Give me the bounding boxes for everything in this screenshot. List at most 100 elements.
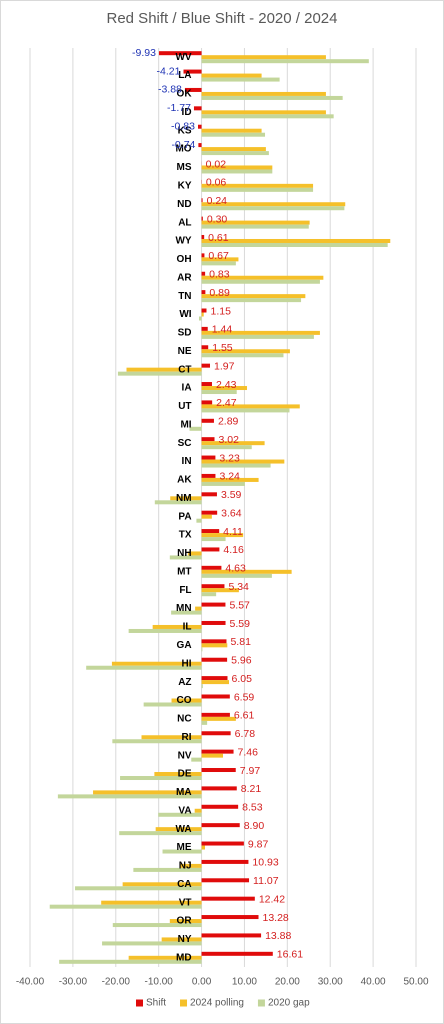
category-label: WA xyxy=(175,824,191,835)
bar xyxy=(201,165,273,170)
value-label: 2.89 xyxy=(218,416,239,428)
value-label: 5.96 xyxy=(231,655,252,667)
legend-label: 2024 polling xyxy=(190,998,244,1009)
bar xyxy=(201,132,266,137)
bar xyxy=(201,128,262,133)
value-label: 6.59 xyxy=(234,691,255,703)
bar xyxy=(201,363,211,368)
category-label: AK xyxy=(177,475,192,486)
category-label: ME xyxy=(177,842,192,853)
bar xyxy=(201,224,309,229)
bar xyxy=(122,882,202,887)
value-label: 7.46 xyxy=(238,746,259,758)
bar xyxy=(201,294,306,299)
bar xyxy=(201,261,236,266)
bar xyxy=(180,863,202,868)
legend-swatch xyxy=(136,999,143,1007)
bar xyxy=(117,371,202,376)
value-label: 7.97 xyxy=(240,765,261,777)
bar xyxy=(112,739,202,744)
bar xyxy=(201,455,216,460)
bar xyxy=(112,923,202,928)
category-label: ID xyxy=(182,107,192,118)
value-label: 0.24 xyxy=(207,195,228,207)
bar xyxy=(169,555,202,560)
legend-label: Shift xyxy=(146,998,166,1009)
bar xyxy=(201,588,239,593)
category-label: CA xyxy=(177,879,191,890)
value-label: 1.55 xyxy=(212,342,233,354)
bar xyxy=(201,933,262,938)
value-label: 2.47 xyxy=(216,397,237,409)
category-label: NM xyxy=(176,493,192,504)
value-label: 4.16 xyxy=(223,544,244,556)
bar xyxy=(201,492,217,497)
bar xyxy=(201,330,320,335)
bar xyxy=(154,772,202,777)
bar xyxy=(162,849,202,854)
bar xyxy=(201,459,285,464)
bar xyxy=(201,390,237,395)
value-label: 5.34 xyxy=(228,581,249,593)
bar xyxy=(155,827,202,832)
bar xyxy=(201,110,326,115)
bar xyxy=(201,55,326,60)
category-label: SC xyxy=(178,438,192,449)
bar xyxy=(128,628,202,633)
bar xyxy=(201,187,314,192)
value-label: 4.63 xyxy=(225,563,246,575)
bar xyxy=(189,426,202,431)
value-label: -3.88 xyxy=(158,84,182,96)
bar xyxy=(201,463,271,468)
value-label: 4.11 xyxy=(223,526,243,538)
bar xyxy=(201,473,216,478)
bar xyxy=(57,794,202,799)
category-label: MO xyxy=(175,144,191,155)
value-label: 1.97 xyxy=(214,360,235,372)
bar xyxy=(195,606,202,611)
category-label: PA xyxy=(178,511,191,522)
bar xyxy=(201,198,203,203)
bar xyxy=(198,316,202,321)
value-label: 3.23 xyxy=(219,452,240,464)
bar xyxy=(201,275,324,280)
category-label: AZ xyxy=(178,677,191,688)
bar xyxy=(111,661,202,666)
value-label: 11.07 xyxy=(253,875,279,887)
bar xyxy=(201,234,205,239)
bar xyxy=(128,955,202,960)
category-label: NE xyxy=(178,346,192,357)
bar xyxy=(158,812,202,817)
bar xyxy=(201,602,226,607)
chart-title: Red Shift / Blue Shift - 2020 / 2024 xyxy=(107,10,338,27)
value-label: 3.02 xyxy=(219,434,240,446)
bar xyxy=(152,624,202,629)
bar xyxy=(201,533,244,538)
value-label: 12.42 xyxy=(259,893,285,905)
value-label: -1.77 xyxy=(167,102,191,114)
value-label: 6.61 xyxy=(234,710,255,722)
category-label: AL xyxy=(178,217,191,228)
bar xyxy=(201,694,230,699)
bar xyxy=(201,753,223,758)
category-label: KY xyxy=(178,180,192,191)
bar xyxy=(201,183,314,188)
bar xyxy=(201,169,273,174)
category-label: TN xyxy=(178,291,191,302)
bar xyxy=(49,904,202,909)
category-label: IN xyxy=(182,456,192,467)
x-tick-label: -30.00 xyxy=(59,977,88,988)
value-label: 0.30 xyxy=(207,213,228,225)
value-label: 13.88 xyxy=(265,930,291,942)
bar xyxy=(201,786,237,791)
bar xyxy=(201,271,206,276)
bar xyxy=(171,610,202,615)
bar xyxy=(201,768,236,773)
bar xyxy=(201,386,248,391)
x-tick-label: 10.00 xyxy=(232,977,257,988)
value-label: 2.43 xyxy=(216,379,237,391)
bar xyxy=(201,514,212,519)
bar xyxy=(170,496,202,501)
bar xyxy=(201,242,388,247)
